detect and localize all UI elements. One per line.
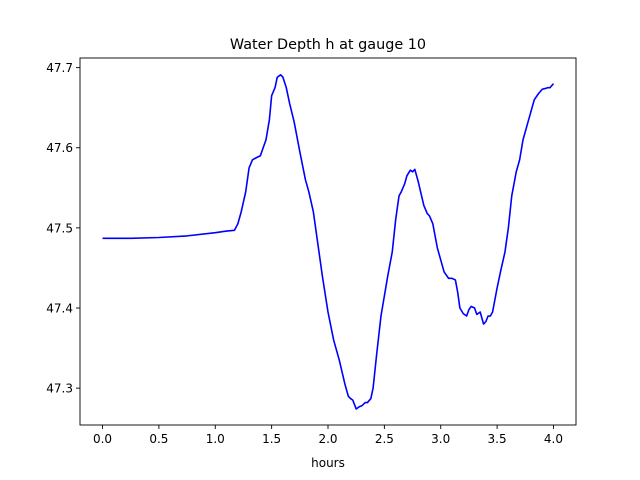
plot-area: 0.0 0.5 1.0 1.5 2.0 2.5 3.0 3.5 4.0 47.3 47.4 47.5 4… bbox=[46, 57, 577, 446]
x-tick-label: 2.0 bbox=[318, 432, 337, 446]
x-axis-label: hours bbox=[311, 456, 345, 470]
y-tick-label: 47.5 bbox=[46, 221, 73, 235]
x-tick-label: 3.5 bbox=[488, 432, 507, 446]
x-tick-label: 4.0 bbox=[544, 432, 563, 446]
x-tick-label: 0.5 bbox=[149, 432, 168, 446]
y-tick-label: 47.7 bbox=[46, 61, 73, 75]
y-tick-label: 47.3 bbox=[46, 382, 73, 396]
x-tick-label: 1.0 bbox=[206, 432, 225, 446]
chart-title: Water Depth h at gauge 10 bbox=[230, 37, 426, 53]
x-tick-label: 3.0 bbox=[431, 432, 450, 446]
y-tick-label: 47.6 bbox=[46, 141, 73, 155]
x-tick-label: 2.5 bbox=[375, 432, 394, 446]
y-tick-label: 47.4 bbox=[46, 302, 73, 316]
x-tick-label: 0.0 bbox=[93, 432, 112, 446]
series-line-0 bbox=[102, 74, 555, 410]
x-tick-label: 1.5 bbox=[262, 432, 281, 446]
